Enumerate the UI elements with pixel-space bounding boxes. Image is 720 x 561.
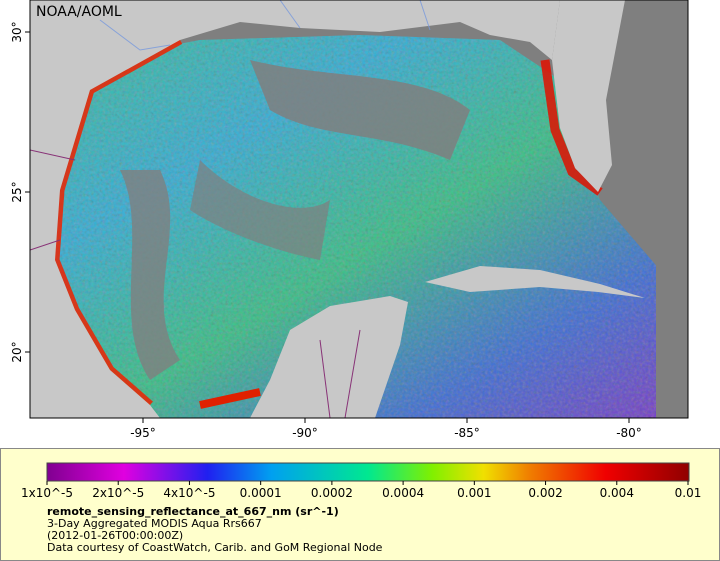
cloud-gap (190, 160, 330, 260)
x-axis-label: -90° (292, 426, 318, 440)
y-axis-label: 20° (10, 341, 24, 362)
colorbar-label: 0.0001 (240, 486, 282, 500)
caption-line: 3-Day Aggregated MODIS Aqua Rrs667 (47, 517, 262, 530)
coastal-band (540, 59, 603, 196)
land-florida (552, 0, 625, 192)
ocean-texture (30, 35, 660, 418)
caption-line: Data courtesy of CoastWatch, Carib. and … (47, 541, 383, 554)
y-axis-label: 25° (10, 181, 24, 202)
colorbar-label: 0.0002 (311, 486, 353, 500)
caption-line: (2012-01-26T00:00:00Z) (47, 529, 183, 542)
x-axis-label: -95° (130, 426, 156, 440)
colorbar-label: 4x10^-5 (163, 486, 215, 500)
y-axis-label: 30° (10, 21, 24, 42)
colorbar-label: 0.0004 (382, 486, 424, 500)
x-axis-label: -85° (454, 426, 480, 440)
land-yucatan (250, 296, 408, 418)
colorbar-label: 0.01 (675, 486, 702, 500)
coastal-band (199, 388, 261, 409)
colorbar-label: 0.001 (457, 486, 491, 500)
colorbar-label: 0.002 (528, 486, 562, 500)
colorbar (46, 462, 690, 482)
x-axis-label: -80° (616, 426, 642, 440)
cloud-gap (250, 60, 470, 160)
no-data-east (656, 0, 688, 418)
land-us-mexico (30, 0, 560, 418)
borders (30, 149, 361, 418)
colorbar-label: 0.004 (600, 486, 634, 500)
caption-title: remote_sensing_reflectance_at_667_nm (sr… (47, 505, 339, 518)
rivers (99, 0, 431, 51)
map-frame (29, 0, 689, 419)
colorbar-label: 2x10^-5 (92, 486, 144, 500)
land-cuba (425, 266, 645, 298)
map (30, 0, 688, 418)
cloud-gap (120, 170, 180, 380)
watermark: NOAA/AOML (36, 4, 122, 20)
colorbar-label: 1x10^-5 (21, 486, 73, 500)
